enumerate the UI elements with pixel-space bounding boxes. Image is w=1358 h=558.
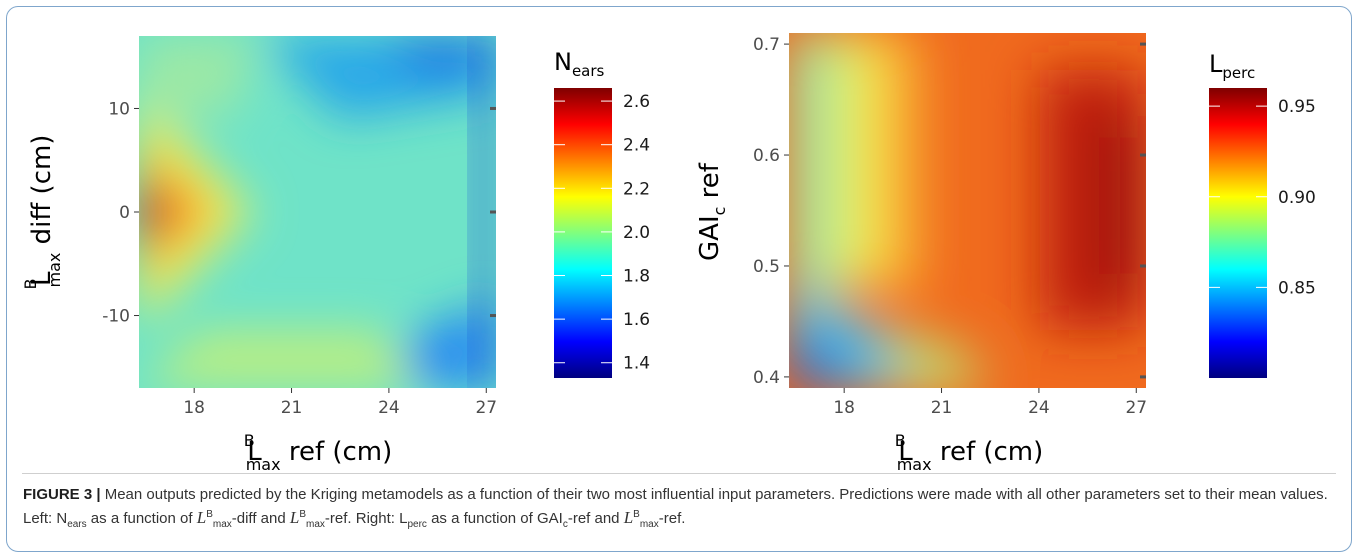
caption-math: B (299, 509, 307, 520)
caption-math: L (623, 508, 634, 527)
right-xtick-label: 21 (931, 398, 953, 418)
caption-separator (22, 473, 1336, 474)
right-colorbar-tick-label: 0.85 (1278, 278, 1316, 298)
right-colorbar: Lperc 0.85 0.90 0.95 (1209, 50, 1316, 378)
left-colorbar-tick-label: 2.0 (623, 223, 650, 243)
figure-caption: FIGURE 3 | Mean outputs predicted by the… (23, 483, 1333, 530)
right-ytick-label: 0.7 (753, 35, 780, 55)
left-xtick-label: 27 (475, 398, 497, 418)
right-ytick-label: 0.6 (753, 146, 780, 166)
caption-text: as a function of (86, 510, 197, 527)
left-ylabel: LB max diff (cm) (21, 135, 64, 290)
left-colorbar: Nears 1.4 1.6 1.8 2.0 2.2 2.4 2.6 (554, 48, 650, 378)
caption-text: -diff and (231, 510, 290, 527)
left-ytick-label: 10 (108, 99, 130, 119)
caption-math: B (633, 509, 640, 520)
caption-text: as a function of GAI (426, 510, 563, 527)
right-heatmap (789, 33, 1146, 388)
left-ytick-label: 0 (119, 203, 130, 223)
right-ytick-label: 0.4 (753, 368, 780, 388)
left-xtick-label: 24 (378, 398, 400, 418)
left-colorbar-title: Nears (554, 48, 605, 80)
right-colorbar-tick-label: 0.90 (1278, 188, 1316, 208)
left-axes: 18 21 24 27 -10 0 10 LB max ref (cm) LB max dif… (21, 99, 497, 470)
right-colorbar-tick-label: 0.95 (1278, 97, 1316, 117)
right-axes: 18 21 24 27 0.4 0.5 0.6 0.7 LB max ref (cm) GAI… (695, 35, 1147, 470)
caption-text: -ref and (567, 510, 624, 527)
caption-math: L (196, 508, 207, 527)
left-xtick-label: 18 (183, 398, 205, 418)
caption-math: B (206, 509, 213, 520)
caption-lead: FIGURE 3 | (23, 486, 101, 503)
left-xtick-label: 21 (281, 398, 303, 418)
caption-math: max (212, 519, 232, 530)
left-colorbar-tick-label: 1.8 (623, 267, 650, 287)
caption-text: -ref. Right: L (324, 510, 408, 527)
left-colorbar-tick-label: 2.6 (623, 92, 650, 112)
right-colorbar-title: Lperc (1209, 50, 1255, 82)
caption-math: max (639, 519, 659, 530)
caption-text: c (562, 519, 568, 530)
caption-math: max (306, 519, 325, 530)
left-heatmap (139, 36, 496, 388)
right-ylabel: GAIc ref (695, 162, 729, 261)
left-colorbar-tick-label: 2.2 (623, 179, 650, 199)
figure-svg: 18 21 24 27 -10 0 10 LB max ref (cm) LB max dif… (21, 33, 1316, 470)
left-xlabel: LB max ref (cm) (244, 431, 393, 470)
left-colorbar-tick-label: 1.4 (623, 354, 650, 374)
figure-frame (6, 6, 1352, 552)
left-colorbar-tick-label: 2.4 (623, 136, 650, 156)
left-heatmap-surface (139, 36, 496, 388)
left-colorbar-gradient (554, 88, 612, 378)
right-ytick-label: 0.5 (753, 257, 780, 277)
caption-text: -ref. (658, 510, 686, 527)
right-xtick-label: 24 (1028, 398, 1050, 418)
right-xlabel: LB max ref (cm) (895, 431, 1044, 470)
right-heatmap-surface (789, 33, 1146, 388)
caption-text: Mean outputs predicted by the Kriging me… (23, 486, 1328, 527)
right-xtick-label: 18 (833, 398, 855, 418)
right-xtick-label: 27 (1125, 398, 1147, 418)
left-colorbar-tick-label: 1.6 (623, 310, 650, 330)
left-ytick-label: -10 (102, 307, 130, 327)
caption-math: L (289, 508, 300, 527)
caption-text: perc (407, 519, 427, 530)
right-colorbar-gradient (1209, 88, 1267, 378)
caption-text: ears (67, 519, 87, 530)
